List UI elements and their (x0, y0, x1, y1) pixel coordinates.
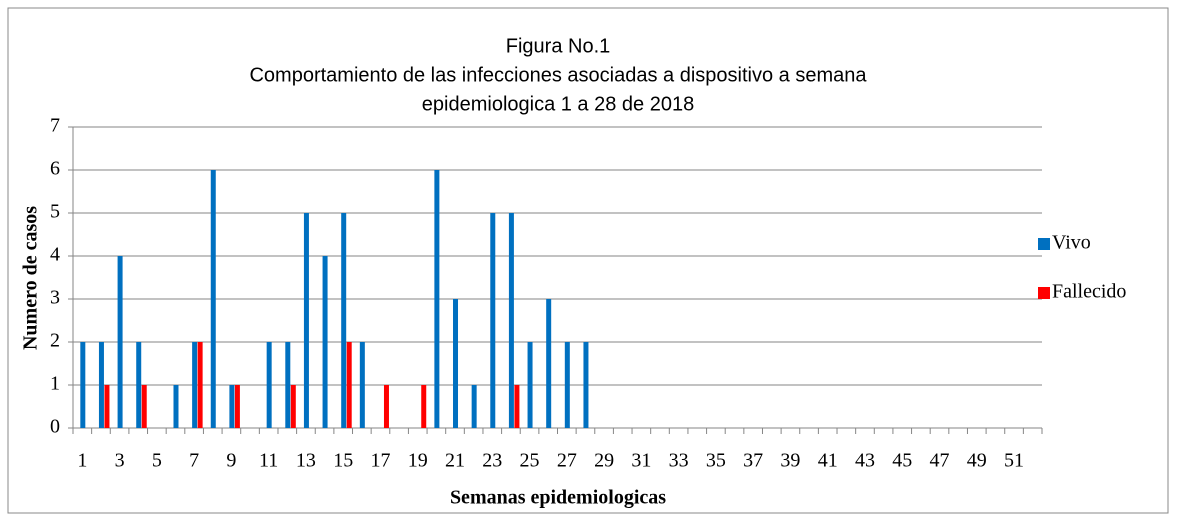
legend-label: Fallecido (1052, 281, 1126, 303)
x-tick-label: 19 (408, 450, 428, 472)
bar (527, 342, 533, 428)
bar (141, 385, 147, 428)
bar (229, 385, 235, 428)
x-tick-label: 37 (743, 450, 763, 472)
bar (98, 342, 104, 428)
bar (383, 385, 389, 428)
bar (322, 256, 328, 428)
bar (508, 213, 514, 428)
bar (234, 385, 240, 428)
y-tick-label: 3 (50, 287, 60, 309)
bar (210, 170, 216, 428)
bar (453, 299, 459, 428)
bar (290, 385, 296, 428)
y-tick-label: 1 (50, 373, 60, 395)
bar (192, 342, 198, 428)
bar (346, 342, 352, 428)
chart-title: epidemiologica 1 a 28 de 2018 (422, 93, 694, 115)
x-tick-label: 7 (189, 450, 199, 472)
bar (471, 385, 477, 428)
legend-swatch (1038, 238, 1050, 250)
x-tick-label: 35 (706, 450, 726, 472)
y-tick-label: 7 (50, 115, 60, 137)
x-tick-label: 9 (226, 450, 236, 472)
bar (434, 170, 440, 428)
x-tick-label: 31 (631, 450, 651, 472)
bar (359, 342, 365, 428)
chart-border (7, 7, 1169, 514)
x-tick-label: 5 (152, 450, 162, 472)
x-axis-label: Semanas epidemiologicas (450, 487, 666, 509)
legend-label: Vivo (1052, 232, 1091, 254)
y-axis-label: Numero de casos (20, 206, 42, 350)
x-tick-label: 43 (855, 450, 875, 472)
y-tick-label: 0 (50, 416, 60, 438)
bar (583, 342, 589, 428)
x-tick-label: 11 (259, 450, 278, 472)
chart-title: Figura No.1 (506, 35, 611, 57)
y-tick-label: 4 (50, 244, 60, 266)
y-tick-label: 6 (50, 158, 60, 180)
x-tick-label: 23 (482, 450, 502, 472)
bar (341, 213, 347, 428)
chart-title: Comportamiento de las infecciones asocia… (249, 64, 867, 86)
x-tick-label: 27 (557, 450, 577, 472)
y-tick-label: 2 (50, 330, 60, 352)
x-tick-label: 15 (333, 450, 353, 472)
bar (266, 342, 272, 428)
x-tick-label: 45 (892, 450, 912, 472)
bar (104, 385, 110, 428)
bar (136, 342, 142, 428)
bar (197, 342, 203, 428)
bar (564, 342, 570, 428)
bar (80, 342, 86, 428)
x-tick-label: 1 (77, 450, 87, 472)
bar (514, 385, 520, 428)
bar (285, 342, 291, 428)
bar (546, 299, 552, 428)
x-tick-label: 41 (818, 450, 838, 472)
x-tick-label: 39 (780, 450, 800, 472)
x-tick-label: 21 (445, 450, 465, 472)
x-tick-label: 51 (1004, 450, 1024, 472)
y-tick-label: 5 (50, 201, 60, 223)
x-tick-label: 25 (520, 450, 540, 472)
x-tick-label: 33 (669, 450, 689, 472)
bar (303, 213, 309, 428)
x-tick-label: 47 (930, 450, 950, 472)
bar (173, 385, 179, 428)
x-tick-label: 49 (967, 450, 987, 472)
x-tick-label: 29 (594, 450, 614, 472)
x-tick-label: 13 (296, 450, 316, 472)
x-tick-label: 17 (370, 450, 390, 472)
bar (421, 385, 427, 428)
x-tick-label: 3 (115, 450, 125, 472)
bar (490, 213, 496, 428)
legend-swatch (1038, 287, 1050, 299)
bar (117, 256, 123, 428)
